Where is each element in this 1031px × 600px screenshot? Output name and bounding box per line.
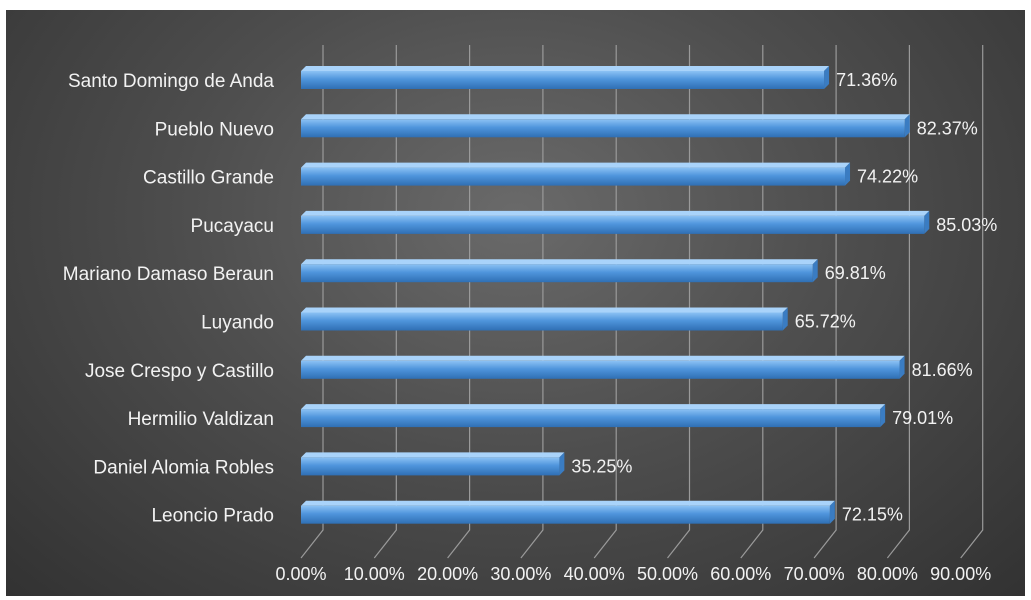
x-tick-label: 30.00% [490, 564, 551, 584]
data-label: 69.81% [825, 263, 886, 283]
gridline [593, 45, 617, 559]
bar [301, 66, 830, 89]
bar-chart: Santo Domingo de Anda Pueblo Nuevo Castill… [63, 45, 997, 584]
bar [301, 355, 905, 379]
x-tick-label: 10.00% [344, 564, 405, 584]
category-label: Hermilio Valdizan [128, 409, 274, 430]
category-label: Santo Domingo de Anda [68, 71, 274, 92]
category-label: Daniel Alomia Robles [93, 457, 274, 478]
category-label: Pueblo Nuevo [155, 119, 274, 140]
gridline [886, 45, 911, 559]
data-label: 79.01% [892, 408, 953, 428]
bar [301, 210, 930, 234]
bar [301, 114, 910, 138]
data-label: 65.72% [795, 312, 856, 332]
data-label: 71.36% [836, 70, 897, 90]
x-tick-label: 80.00% [857, 564, 918, 584]
bar [301, 259, 818, 283]
bar [301, 162, 851, 186]
gridline [373, 45, 397, 559]
data-labels: 71.36% 82.37% 74.22% 85.03% 69.81% 65.72% 81.6… [571, 70, 997, 525]
category-label: Mariano Damaso Beraun [63, 264, 274, 285]
data-label: 74.22% [857, 167, 918, 187]
x-tick-label: 90.00% [930, 564, 991, 584]
data-label: 35.25% [571, 456, 632, 476]
gridline [740, 45, 764, 559]
gridline [447, 45, 471, 559]
gridline [520, 45, 544, 559]
bar [301, 452, 565, 476]
x-tick-label: 60.00% [710, 564, 771, 584]
category-label: Luyando [201, 313, 274, 334]
data-label: 72.15% [842, 505, 903, 525]
category-labels: Santo Domingo de Anda Pueblo Nuevo Castill… [63, 71, 275, 527]
gridlines [300, 45, 984, 559]
x-tick-label: 40.00% [564, 564, 625, 584]
x-tick-label: 20.00% [417, 564, 478, 584]
x-tick-label: 70.00% [784, 564, 845, 584]
category-label: Jose Crespo y Castillo [85, 361, 274, 382]
gridline [813, 45, 837, 559]
x-tick-label: 0.00% [275, 564, 326, 584]
gridline [300, 45, 324, 559]
x-axis-ticks: 0.00% 10.00% 20.00% 30.00% 40.00% 50.00% 60.00… [275, 564, 991, 584]
gridline [667, 45, 691, 559]
category-label: Leoncio Prado [151, 506, 274, 527]
category-label: Castillo Grande [143, 168, 274, 189]
bars [301, 66, 930, 524]
category-label: Pucayacu [191, 216, 274, 237]
data-label: 85.03% [936, 215, 997, 235]
data-label: 82.37% [917, 118, 978, 138]
gridline [960, 45, 984, 559]
chart-area: Santo Domingo de Anda Pueblo Nuevo Castill… [6, 10, 1025, 596]
x-tick-label: 50.00% [637, 564, 698, 584]
bar [301, 500, 835, 524]
data-label: 81.66% [912, 360, 973, 380]
bar [301, 307, 788, 331]
bar [301, 404, 886, 428]
